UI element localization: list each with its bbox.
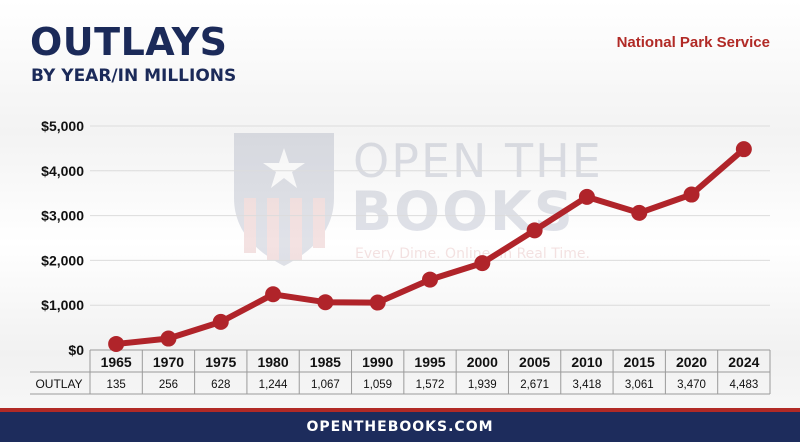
x-tick-label: 1990 <box>362 354 393 370</box>
watermark: OPEN THE BOOKS Every Dime. Online. In Re… <box>225 128 601 278</box>
table-cell: 2,671 <box>520 379 549 391</box>
x-tick-label: 2000 <box>467 354 498 370</box>
x-tick-label: 2005 <box>519 354 550 370</box>
x-tick-label: 2024 <box>728 354 759 370</box>
table-cell: 3,470 <box>677 379 706 391</box>
data-point <box>578 188 595 205</box>
series-line <box>113 146 747 347</box>
table-cell: 135 <box>107 379 126 391</box>
data-point <box>212 313 229 330</box>
footer-link[interactable]: OPENTHEBOOKS.COM <box>306 419 494 435</box>
x-tick-label: 1985 <box>310 354 341 370</box>
table-cell: 1,244 <box>259 379 288 391</box>
data-table: OUTLAY 1965 135 1970 256 1975 628 1980 1,244 1985… <box>30 350 771 395</box>
chart-subtitle: BY YEAR/IN MILLIONS <box>31 66 237 86</box>
data-point <box>369 294 386 311</box>
data-points <box>108 141 752 352</box>
agency-label: National Park Service <box>616 34 770 51</box>
footer-bar: OPENTHEBOOKS.COM <box>0 408 800 442</box>
y-tick-label: $4,000 <box>41 163 84 179</box>
data-point <box>265 286 282 303</box>
x-tick-label: 1975 <box>205 354 236 370</box>
data-point <box>317 294 334 311</box>
x-tick-label: 1995 <box>414 354 445 370</box>
y-tick-label: $2,000 <box>41 252 84 268</box>
table-cell: 4,483 <box>729 379 758 391</box>
series-line-path <box>113 146 747 347</box>
y-tick-label: $3,000 <box>41 208 84 224</box>
table-row-label: OUTLAY <box>35 377 82 391</box>
table-cell: 1,059 <box>363 379 392 391</box>
chart-title: OUTLAYS <box>30 20 228 64</box>
x-tick-label: 1970 <box>153 354 184 370</box>
x-tick-label: 1965 <box>101 354 132 370</box>
table-cell: 3,061 <box>625 379 654 391</box>
data-point <box>735 141 752 158</box>
y-tick-label: $0 <box>68 342 84 358</box>
x-tick-label: 2015 <box>624 354 655 370</box>
y-axis: $0 $1,000 $2,000 $3,000 $4,000 $5,000 <box>41 118 84 358</box>
data-point <box>108 335 125 352</box>
table-cell: 1,067 <box>311 379 340 391</box>
table-cell: 3,418 <box>573 379 602 391</box>
table-cell: 256 <box>159 379 178 391</box>
watermark-tagline: Every Dime. Online. In Real Time. <box>355 246 590 262</box>
data-point <box>526 222 543 239</box>
gridlines <box>90 125 770 351</box>
x-tick-label: 2010 <box>571 354 602 370</box>
y-tick-label: $1,000 <box>41 297 84 313</box>
table-cell: 1,939 <box>468 379 497 391</box>
data-point <box>160 330 177 347</box>
data-point <box>631 204 648 221</box>
table-cell: 628 <box>211 379 230 391</box>
data-point <box>422 271 438 288</box>
y-tick-label: $5,000 <box>41 118 84 134</box>
x-tick-label: 2020 <box>676 354 707 370</box>
x-tick-label: 1980 <box>257 354 288 370</box>
shield-icon <box>234 133 334 266</box>
data-point <box>683 186 700 203</box>
watermark-line1: OPEN THE <box>353 134 603 188</box>
data-point <box>474 255 491 272</box>
table-cell: 1,572 <box>416 379 445 391</box>
